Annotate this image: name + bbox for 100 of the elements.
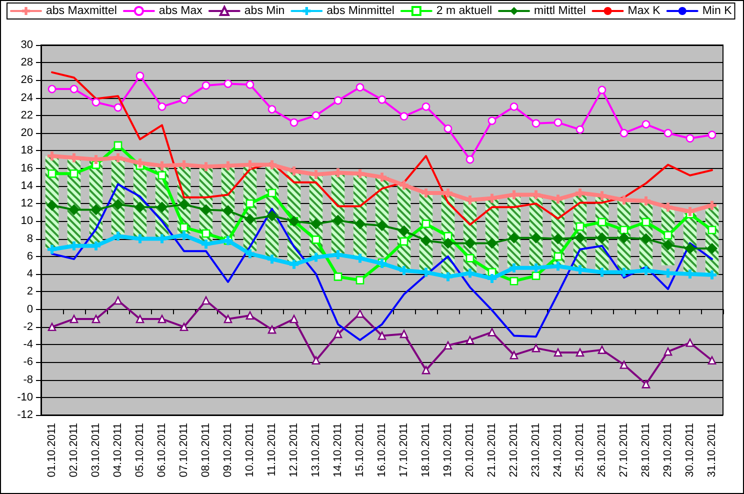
point	[444, 124, 452, 133]
point	[70, 84, 78, 94]
point	[202, 229, 210, 238]
point	[444, 341, 452, 350]
point	[400, 180, 408, 190]
point	[312, 252, 320, 262]
x-tick-label: 14.10.2011	[332, 423, 344, 478]
point	[224, 80, 232, 88]
y-tick-label: 18	[20, 144, 33, 157]
legend-label: mittl Mittel	[534, 5, 586, 17]
point	[442, 238, 454, 249]
point	[158, 314, 166, 324]
point	[114, 296, 122, 305]
point	[420, 235, 432, 246]
legend-label: abs Maxmittel	[46, 5, 117, 17]
point	[664, 128, 672, 138]
point	[92, 98, 100, 106]
point	[246, 80, 254, 89]
point	[202, 81, 210, 90]
point	[266, 210, 278, 222]
y-tick-label: 16	[20, 162, 33, 174]
point	[378, 172, 386, 182]
point	[400, 237, 408, 246]
point	[268, 188, 276, 198]
point	[334, 96, 342, 105]
legend-label: 2 m aktuell	[436, 5, 492, 17]
point	[356, 276, 364, 284]
x-tick-label: 17.10.2011	[398, 423, 410, 478]
x-tick-label: 18.10.2011	[420, 423, 432, 478]
point	[466, 254, 474, 262]
y-tick-label: -12	[17, 409, 33, 421]
point	[334, 250, 342, 260]
point	[640, 233, 652, 244]
point	[532, 344, 540, 352]
legend-label: abs Minmittel	[326, 5, 394, 17]
point	[708, 226, 716, 234]
point	[620, 360, 628, 369]
y-tick-label: 4	[26, 268, 33, 280]
x-tick-label: 06.10.2011	[156, 423, 168, 478]
point	[422, 220, 430, 228]
y-tick-label: 24	[20, 92, 33, 104]
point	[354, 218, 366, 230]
point	[268, 325, 276, 334]
point	[156, 202, 168, 213]
x-tick-label: 12.10.2011	[288, 423, 300, 478]
point	[708, 130, 716, 140]
point	[488, 274, 496, 283]
point	[134, 202, 146, 213]
x-tick-label: 24.10.2011	[552, 423, 564, 478]
point	[92, 314, 100, 324]
x-tick-label: 02.10.2011	[68, 423, 80, 478]
point	[686, 134, 694, 143]
point	[290, 118, 298, 127]
point	[268, 105, 276, 114]
point	[620, 128, 628, 138]
x-tick-label: 13.10.2011	[310, 423, 322, 478]
point	[180, 223, 188, 232]
point	[598, 86, 606, 94]
point	[136, 314, 144, 324]
point	[598, 191, 606, 200]
point	[554, 194, 562, 204]
point	[466, 155, 474, 164]
y-tick-label: 10	[20, 215, 33, 228]
y-tick-label: 30	[20, 39, 33, 51]
y-tick-label: 8	[26, 232, 33, 245]
point	[46, 200, 58, 211]
point	[180, 230, 188, 240]
point	[466, 268, 474, 278]
point	[596, 232, 608, 244]
point	[708, 200, 716, 210]
point	[158, 102, 166, 111]
point	[224, 314, 232, 324]
point	[620, 226, 628, 234]
x-tick-label: 08.10.2011	[200, 423, 212, 478]
x-tick-label: 23.10.2011	[530, 423, 542, 478]
legend-label: abs Max	[158, 5, 203, 17]
point	[576, 222, 584, 231]
point	[464, 238, 476, 249]
point	[400, 112, 408, 121]
point	[618, 232, 630, 244]
point	[554, 348, 562, 357]
point	[576, 125, 584, 134]
x-tick-label: 03.10.2011	[90, 423, 102, 478]
point	[376, 220, 388, 232]
point	[70, 314, 78, 324]
y-tick-label: 2	[26, 286, 33, 298]
point	[664, 202, 672, 212]
point	[510, 350, 518, 360]
point	[642, 218, 650, 226]
x-tick-label: 29.10.2011	[662, 423, 674, 478]
point	[422, 268, 430, 277]
point	[180, 95, 188, 104]
legend-label: Max K	[628, 5, 661, 17]
point	[598, 346, 606, 354]
point	[268, 254, 276, 264]
x-tick-label: 20.10.2011	[464, 423, 476, 478]
point	[200, 204, 212, 216]
y-tick-label: 28	[20, 56, 33, 69]
point	[444, 232, 452, 240]
point	[334, 272, 342, 281]
